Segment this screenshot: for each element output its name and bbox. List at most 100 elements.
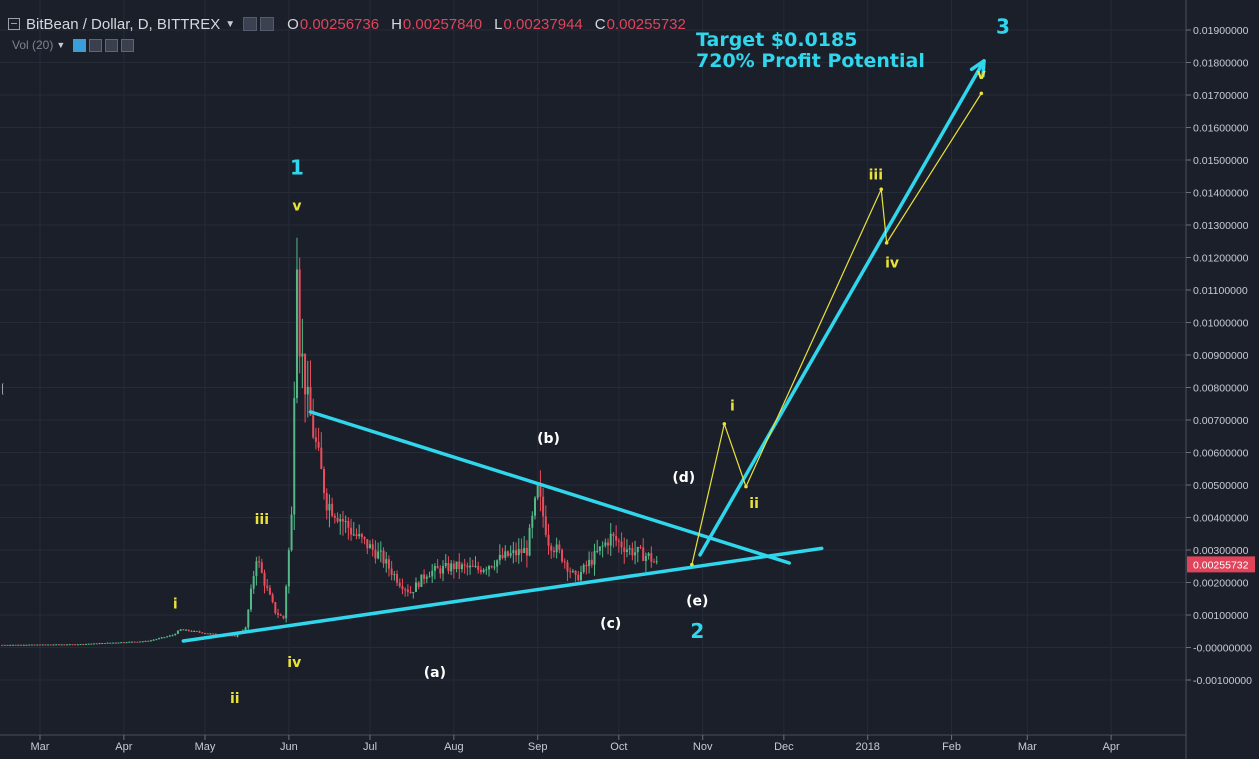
close-icon[interactable] [121, 38, 135, 52]
gear-icon[interactable] [89, 38, 103, 52]
candle-body [166, 636, 169, 638]
candle-body [133, 641, 136, 643]
candle-body [450, 563, 453, 572]
candle-body [33, 644, 36, 646]
candle-body [304, 353, 307, 395]
candle-body [125, 642, 128, 644]
candle-body [433, 565, 436, 571]
wave-label: ii [230, 691, 240, 707]
candle-body [493, 566, 496, 568]
candle-body [536, 484, 539, 498]
candle-body [401, 586, 404, 590]
candle-body [93, 643, 96, 645]
candle-body [585, 564, 588, 567]
candle-body [147, 640, 150, 642]
candle-body [442, 566, 445, 574]
candle-body [55, 644, 58, 646]
candle-body [366, 539, 369, 549]
candle-body [561, 549, 564, 562]
candle-body [82, 644, 85, 646]
candle-body [117, 642, 120, 644]
symbol-title[interactable]: BitBean / Dollar, D, BITTREX [26, 15, 221, 33]
projection-point [690, 562, 694, 567]
chevron-down-icon[interactable]: ▼ [225, 18, 236, 30]
candle-body [74, 644, 77, 646]
y-tick-label: 0.00500000 [1193, 480, 1249, 492]
candle-body [36, 644, 39, 646]
candle-body [214, 633, 217, 635]
candle-body [3, 644, 6, 646]
x-tick-label: Aug [444, 741, 464, 753]
candle-body [412, 591, 415, 594]
candle-body [271, 594, 274, 603]
candle-body [152, 639, 155, 641]
candle-body [90, 643, 93, 645]
candle-body [612, 533, 615, 536]
candle-body [655, 561, 658, 563]
candle-body [185, 629, 188, 631]
candle-body [547, 534, 550, 546]
candle-body [479, 569, 482, 573]
eye-icon[interactable] [243, 17, 258, 31]
plus-icon[interactable] [105, 38, 119, 52]
candle-body [506, 551, 509, 556]
candle-body [604, 542, 607, 546]
y-tick-label: 0.01300000 [1193, 220, 1249, 232]
eye-icon[interactable] [73, 38, 87, 52]
candle-body [482, 569, 485, 573]
candle-body [30, 644, 33, 646]
x-tick-label: Apr [115, 741, 132, 753]
x-tick-label: Dec [774, 741, 794, 753]
wave-label: iv [287, 655, 301, 671]
candle-body [101, 643, 104, 645]
candle-body [155, 639, 158, 641]
candle-body [247, 609, 250, 628]
candle-body [471, 565, 474, 567]
lower-triangle-line[interactable] [181, 546, 824, 643]
projection-path[interactable] [691, 93, 982, 565]
wave-label: i [730, 398, 735, 414]
candle-body [420, 574, 423, 587]
y-tick-label: 0.01500000 [1193, 155, 1249, 167]
collapse-icon[interactable] [8, 18, 20, 30]
wave-label: (d) [672, 470, 695, 486]
candle-body [174, 633, 177, 636]
chevron-down-icon[interactable]: ▼ [56, 40, 66, 50]
candle-body [525, 548, 528, 556]
candle-body [49, 644, 52, 646]
wave-label: iii [255, 512, 269, 528]
y-tick-label: 0.00700000 [1193, 415, 1249, 427]
candle-body [398, 582, 401, 587]
candle-body [650, 553, 653, 562]
y-tick-label: 0.00400000 [1193, 513, 1249, 525]
gear-icon[interactable] [260, 17, 275, 31]
candle-body [436, 565, 439, 569]
y-tick-label: -0.00000000 [1193, 643, 1252, 655]
candle-body [309, 386, 312, 416]
candle-body [206, 633, 209, 635]
candle-body [112, 642, 115, 644]
candle-body [515, 550, 518, 556]
projection-point [884, 241, 889, 245]
target-arrow[interactable] [698, 59, 986, 557]
candle-body [534, 497, 536, 516]
candle-body [204, 633, 206, 635]
candle-body [320, 447, 323, 469]
candle-body [11, 644, 14, 646]
candle-body [369, 544, 371, 549]
candle-body [231, 635, 234, 637]
candle-body [466, 565, 469, 568]
volume-indicator-label[interactable]: Vol (20) [12, 38, 54, 52]
candle-body [371, 544, 374, 550]
candle-body [623, 547, 626, 552]
low-value: 0.00237944 [503, 15, 583, 33]
candle-body [176, 630, 179, 634]
candle-body [628, 548, 631, 550]
candle-body [57, 644, 60, 646]
profit-line: 720% Profit Potential [696, 50, 925, 72]
candle-body [447, 563, 450, 572]
scroll-handle[interactable] [2, 383, 6, 395]
candle-body [509, 553, 512, 556]
